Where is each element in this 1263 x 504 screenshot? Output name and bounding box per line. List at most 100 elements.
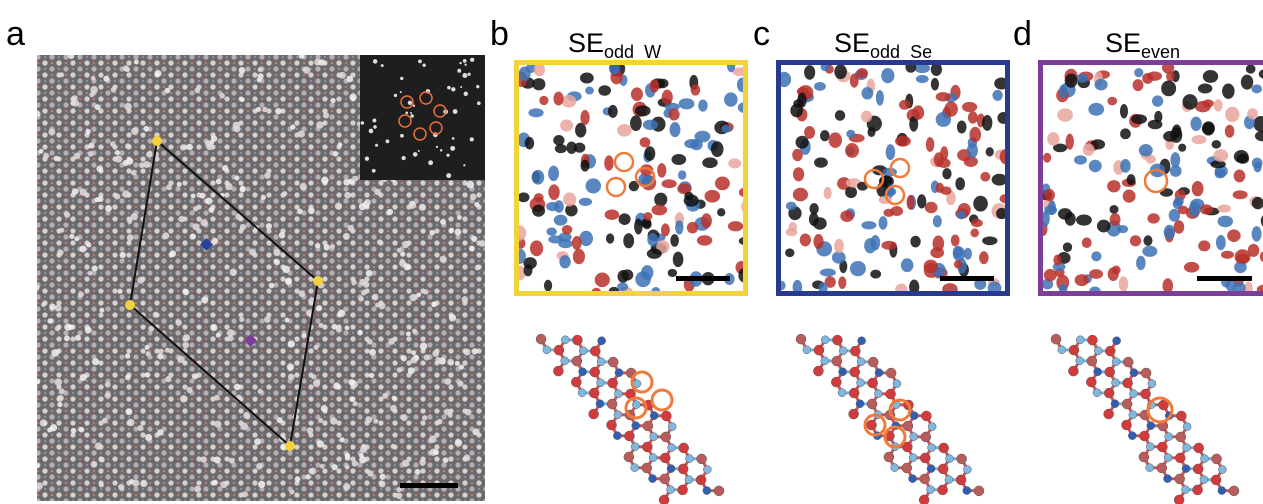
map-blob <box>1076 74 1088 83</box>
atom <box>1157 463 1167 473</box>
atom <box>127 234 134 241</box>
map-blob <box>1170 127 1182 143</box>
map-blob <box>1047 132 1059 146</box>
lattice-diagram <box>796 334 984 504</box>
panel-title: SEodd_W <box>568 28 661 63</box>
atom <box>307 427 314 434</box>
atom <box>234 175 239 180</box>
atom <box>301 334 306 339</box>
map-blob <box>1059 84 1067 98</box>
map-blob <box>1119 276 1129 291</box>
map-blob <box>955 177 965 190</box>
map-blob <box>907 195 915 210</box>
map-blob <box>605 210 620 220</box>
map-blob <box>1066 134 1074 150</box>
atom <box>118 484 124 490</box>
atom <box>157 429 163 435</box>
atom <box>314 345 319 350</box>
map-blob <box>979 251 989 264</box>
atom <box>36 482 43 489</box>
map-blob <box>640 137 651 147</box>
atom <box>408 367 415 374</box>
atom <box>192 373 198 379</box>
atom <box>145 434 152 441</box>
panel-label: c <box>753 15 770 53</box>
atom <box>868 378 878 388</box>
atom <box>258 389 263 394</box>
map-blob <box>1152 95 1163 106</box>
map-blob <box>512 225 526 241</box>
atom <box>608 357 618 367</box>
atom <box>240 422 248 430</box>
atom <box>703 466 711 474</box>
atom <box>397 248 402 253</box>
map-blob <box>670 122 681 137</box>
atom <box>1141 368 1151 378</box>
atom <box>96 165 103 172</box>
atom <box>95 197 100 202</box>
atom <box>459 364 464 369</box>
atom <box>360 446 367 453</box>
map-blob <box>1192 135 1207 144</box>
map-blob <box>980 172 990 182</box>
map-blob <box>586 178 602 193</box>
atom <box>72 188 79 195</box>
atom <box>597 358 605 366</box>
map-blob <box>1110 213 1121 226</box>
atom <box>1093 389 1101 397</box>
atom <box>365 416 372 423</box>
atom <box>1094 347 1102 355</box>
atom <box>1069 345 1079 355</box>
stem-image <box>34 52 486 501</box>
atom <box>345 325 350 330</box>
map-blob <box>631 87 643 101</box>
map-blob <box>635 105 651 116</box>
atom <box>216 333 221 338</box>
atom <box>402 460 409 467</box>
atom <box>921 411 931 421</box>
map-blob <box>532 205 545 217</box>
fft-spot <box>413 152 418 157</box>
atom <box>162 232 169 239</box>
atom <box>131 170 137 176</box>
atom <box>1147 422 1155 430</box>
atom <box>838 389 846 397</box>
atom <box>80 374 87 381</box>
fft-spot <box>470 137 474 141</box>
map-blob <box>555 144 567 153</box>
atom <box>53 156 58 161</box>
map-blob <box>647 233 658 246</box>
atom <box>642 442 652 452</box>
atom <box>335 202 342 209</box>
atom <box>134 60 139 65</box>
atom <box>330 417 337 424</box>
atom <box>318 418 323 423</box>
fft-spot <box>451 87 455 91</box>
atom <box>963 487 971 495</box>
atom <box>205 197 212 204</box>
atom <box>884 452 894 462</box>
map-blob <box>1252 226 1262 241</box>
fft-spot <box>405 111 408 114</box>
map-blob <box>1251 84 1262 93</box>
atom <box>273 249 280 256</box>
map-blob <box>519 66 531 81</box>
atom <box>867 420 877 430</box>
map-blob <box>992 174 1008 186</box>
map-blob <box>619 213 631 225</box>
atom <box>178 216 184 222</box>
atom <box>57 402 62 407</box>
atom <box>1122 399 1132 409</box>
map-blob <box>643 120 658 130</box>
atom <box>279 232 285 238</box>
map-blob <box>845 143 859 158</box>
map-blob <box>926 137 935 152</box>
atom <box>308 207 315 214</box>
atom <box>390 444 395 449</box>
map-blob <box>861 87 873 100</box>
map-blob <box>790 104 803 118</box>
atom <box>105 205 112 212</box>
atom <box>857 379 865 387</box>
map-blob <box>544 280 552 292</box>
atom <box>35 111 41 117</box>
